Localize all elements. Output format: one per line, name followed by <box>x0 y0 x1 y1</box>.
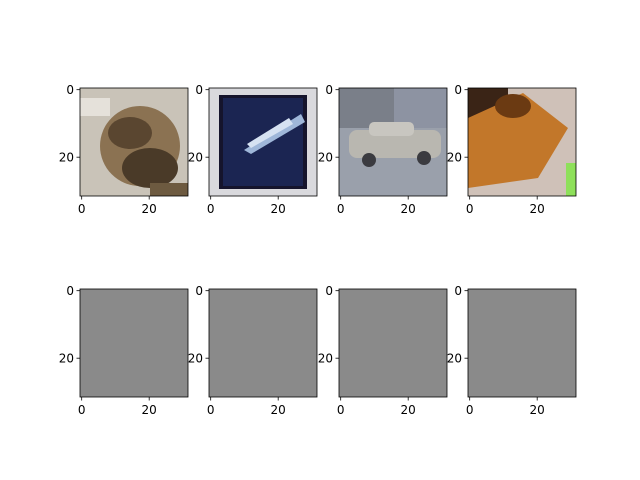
y-tick-label: 20 <box>188 151 203 165</box>
gray-image <box>468 289 576 397</box>
x-tick-label: 20 <box>142 202 157 216</box>
image-content <box>209 88 317 196</box>
x-tick-label: 0 <box>466 202 474 216</box>
x-tick-label: 20 <box>530 403 545 417</box>
gray-image <box>80 289 188 397</box>
dog-green-patch <box>566 163 576 196</box>
car-wheel-rear <box>417 151 431 165</box>
x-tick-label: 0 <box>466 403 474 417</box>
frog-highlight <box>80 98 110 116</box>
image-content <box>339 88 447 196</box>
y-tick-label: 20 <box>318 151 333 165</box>
x-tick-label: 20 <box>530 202 545 216</box>
frog-legs <box>122 148 178 188</box>
y-tick-label: 0 <box>454 83 462 97</box>
axes-frame <box>79 288 189 398</box>
axes-frame <box>208 87 318 197</box>
y-tick-label: 20 <box>447 352 462 366</box>
y-tick-label: 20 <box>318 352 333 366</box>
gray-image <box>339 289 447 397</box>
x-tick-label: 20 <box>401 403 416 417</box>
image-content <box>468 88 576 196</box>
gray-image <box>209 289 317 397</box>
image-content <box>80 289 188 397</box>
y-tick-label: 0 <box>66 284 74 298</box>
x-tick-label: 0 <box>78 403 86 417</box>
y-tick-label: 0 <box>325 83 333 97</box>
image-content <box>80 88 188 196</box>
x-tick-label: 20 <box>401 202 416 216</box>
x-tick-label: 20 <box>271 202 286 216</box>
y-tick-label: 0 <box>66 83 74 97</box>
axes-frame <box>208 288 318 398</box>
image-content <box>339 289 447 397</box>
subplot-1: 0 20 0 20 <box>59 83 189 216</box>
axes-frame <box>467 288 577 398</box>
x-tick-label: 0 <box>207 403 215 417</box>
car-roof <box>369 122 414 136</box>
x-tick-label: 0 <box>337 202 345 216</box>
subplot-2: 0 20 0 20 <box>188 83 318 216</box>
y-tick-label: 0 <box>195 284 203 298</box>
x-tick-label: 0 <box>337 403 345 417</box>
frog-ground <box>150 183 188 196</box>
y-tick-label: 20 <box>59 352 74 366</box>
subplot-8: 0 20 0 20 <box>447 284 577 417</box>
subplot-4: 0 20 0 20 <box>447 83 577 216</box>
x-tick-label: 20 <box>271 403 286 417</box>
dog-body <box>468 93 568 188</box>
y-tick-label: 20 <box>188 352 203 366</box>
axes-frame <box>338 87 448 197</box>
y-tick-label: 20 <box>447 151 462 165</box>
x-tick-label: 20 <box>142 403 157 417</box>
subplot-6: 0 20 0 20 <box>188 284 318 417</box>
dog-head <box>495 94 531 118</box>
plane-streak-light <box>247 118 293 148</box>
x-tick-label: 0 <box>78 202 86 216</box>
image-content <box>209 289 317 397</box>
car-body <box>349 130 441 158</box>
y-tick-label: 0 <box>195 83 203 97</box>
subplot-5: 0 20 0 20 <box>59 284 189 417</box>
axes-frame <box>79 87 189 197</box>
y-tick-label: 0 <box>454 284 462 298</box>
axes-frame <box>338 288 448 398</box>
y-tick-label: 20 <box>59 151 74 165</box>
image-content <box>468 289 576 397</box>
axes-frame <box>467 87 577 197</box>
x-tick-label: 0 <box>207 202 215 216</box>
car-trees <box>394 88 447 128</box>
subplot-7: 0 20 0 20 <box>318 284 448 417</box>
frog-head <box>108 117 152 149</box>
car-wheel-front <box>362 153 376 167</box>
y-tick-label: 0 <box>325 284 333 298</box>
subplot-3: 0 20 0 20 <box>318 83 448 216</box>
